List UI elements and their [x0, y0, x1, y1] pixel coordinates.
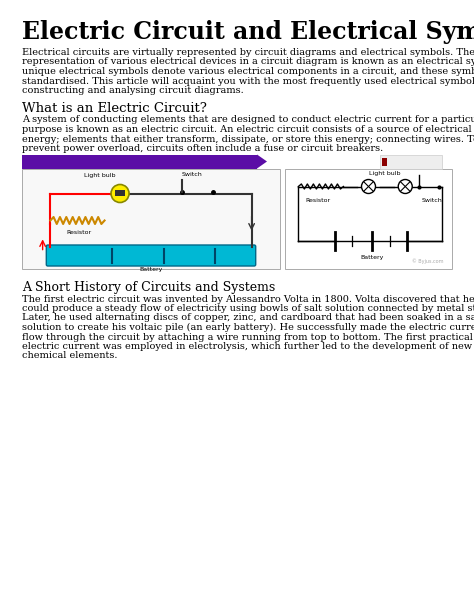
- Text: Battery: Battery: [139, 267, 163, 272]
- FancyBboxPatch shape: [380, 154, 442, 169]
- Circle shape: [111, 185, 129, 202]
- Text: Light bulb: Light bulb: [369, 172, 401, 177]
- Text: unique electrical symbols denote various electrical components in a circuit, and: unique electrical symbols denote various…: [22, 67, 474, 76]
- FancyBboxPatch shape: [46, 245, 255, 266]
- Text: could produce a steady flow of electricity using bowls of salt solution connecte: could produce a steady flow of electrici…: [22, 304, 474, 313]
- Text: constructing and analysing circuit diagrams.: constructing and analysing circuit diagr…: [22, 86, 244, 95]
- Text: standardised. This article will acquaint you with the most frequently used elect: standardised. This article will acquaint…: [22, 77, 474, 85]
- Text: Later, he used alternating discs of copper, zinc, and cardboard that had been so: Later, he used alternating discs of copp…: [22, 313, 474, 322]
- FancyBboxPatch shape: [22, 154, 257, 169]
- Text: Battery: Battery: [360, 254, 383, 259]
- Text: Light bulb: Light bulb: [84, 172, 116, 178]
- Polygon shape: [257, 154, 267, 169]
- FancyBboxPatch shape: [115, 189, 125, 196]
- Text: Switch: Switch: [182, 172, 202, 178]
- Text: ELECTRIC CIRCUIT: ELECTRIC CIRCUIT: [27, 157, 118, 166]
- FancyBboxPatch shape: [22, 169, 280, 268]
- Text: electric current was employed in electrolysis, which further led to the developm: electric current was employed in electro…: [22, 342, 472, 351]
- Text: Electrical circuits are virtually represented by circuit diagrams and electrical: Electrical circuits are virtually repres…: [22, 48, 474, 57]
- Text: purpose is known as an electric circuit. An electric circuit consists of a sourc: purpose is known as an electric circuit.…: [22, 125, 472, 134]
- FancyBboxPatch shape: [285, 169, 452, 268]
- Text: The first electric circuit was invented by Alessandro Volta in 1800. Volta disco: The first electric circuit was invented …: [22, 294, 474, 303]
- Text: prevent power overload, circuits often include a fuse or circuit breakers.: prevent power overload, circuits often i…: [22, 144, 383, 153]
- Text: What is an Electric Circuit?: What is an Electric Circuit?: [22, 102, 207, 115]
- Text: Resistor: Resistor: [66, 230, 91, 235]
- Text: energy; elements that either transform, dissipate, or store this energy; connect: energy; elements that either transform, …: [22, 134, 474, 143]
- Text: BYJU'S: BYJU'S: [389, 159, 414, 164]
- Text: Electric Circuit and Electrical Symbols: Electric Circuit and Electrical Symbols: [22, 20, 474, 44]
- Text: representation of various electrical devices in a circuit diagram is known as an: representation of various electrical dev…: [22, 58, 474, 66]
- Circle shape: [362, 180, 375, 194]
- Text: Resistor: Resistor: [306, 199, 331, 204]
- Text: A Short History of Circuits and Systems: A Short History of Circuits and Systems: [22, 281, 275, 294]
- Text: chemical elements.: chemical elements.: [22, 351, 118, 360]
- Text: flow through the circuit by attaching a wire running from top to bottom. The fir: flow through the circuit by attaching a …: [22, 332, 474, 341]
- Circle shape: [398, 180, 412, 194]
- Text: © Byjus.com: © Byjus.com: [412, 259, 444, 264]
- Text: solution to create his voltaic pile (an early battery). He successfully made the: solution to create his voltaic pile (an …: [22, 323, 474, 332]
- FancyBboxPatch shape: [382, 158, 387, 166]
- Text: A system of conducting elements that are designed to conduct electric current fo: A system of conducting elements that are…: [22, 115, 474, 124]
- Text: Switch: Switch: [421, 199, 442, 204]
